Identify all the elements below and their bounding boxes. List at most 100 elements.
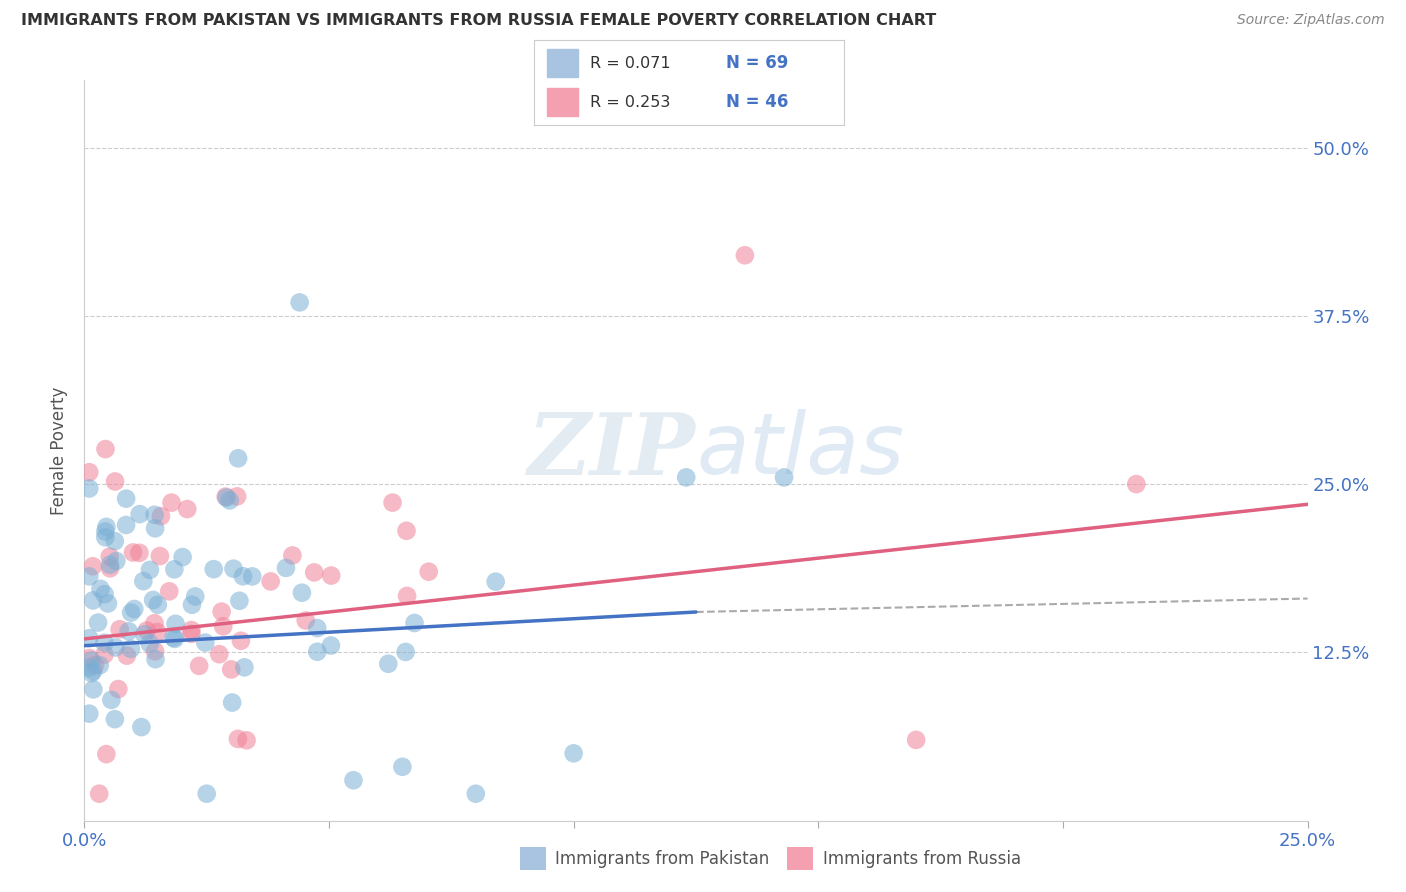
Point xyxy=(232,569,254,583)
Point xyxy=(77,465,100,479)
Point xyxy=(485,574,508,589)
Text: atlas: atlas xyxy=(696,409,904,492)
Point xyxy=(260,574,283,589)
Point xyxy=(94,530,117,544)
Point xyxy=(404,615,426,630)
Point xyxy=(195,787,218,801)
Point xyxy=(395,524,418,538)
Point xyxy=(221,696,243,710)
Bar xyxy=(547,88,578,116)
Bar xyxy=(547,49,578,77)
Point xyxy=(135,624,157,638)
Point xyxy=(160,496,183,510)
Point xyxy=(89,582,111,596)
Point xyxy=(89,787,111,801)
Point xyxy=(98,561,121,575)
Point xyxy=(118,624,141,639)
Point xyxy=(104,712,127,726)
Text: ZIP: ZIP xyxy=(529,409,696,492)
Point xyxy=(96,520,118,534)
Text: R = 0.253: R = 0.253 xyxy=(591,95,671,110)
Point xyxy=(82,682,104,697)
Point xyxy=(181,598,204,612)
Point xyxy=(176,502,198,516)
Point xyxy=(208,647,231,661)
Point xyxy=(226,731,249,746)
Point xyxy=(77,569,100,583)
Point xyxy=(222,562,245,576)
Point xyxy=(80,666,103,681)
Text: N = 69: N = 69 xyxy=(725,54,789,72)
Point xyxy=(235,733,257,747)
Point xyxy=(773,470,796,484)
Point xyxy=(281,549,304,563)
Point xyxy=(211,605,233,619)
Point xyxy=(142,593,165,607)
Point xyxy=(128,507,150,521)
Text: N = 46: N = 46 xyxy=(725,93,789,111)
Point xyxy=(377,657,399,671)
Point xyxy=(464,787,486,801)
Point xyxy=(80,653,103,667)
Point xyxy=(233,660,256,674)
Point xyxy=(149,549,172,563)
Point xyxy=(395,645,418,659)
Point xyxy=(321,568,343,582)
Point xyxy=(108,622,131,636)
Point xyxy=(143,644,166,658)
Point xyxy=(82,664,104,678)
Point xyxy=(149,509,172,524)
Point xyxy=(226,451,249,466)
Point xyxy=(163,562,186,576)
Point xyxy=(215,491,238,505)
Point xyxy=(145,652,167,666)
Point xyxy=(143,521,166,535)
Point xyxy=(139,563,162,577)
Point xyxy=(294,614,316,628)
Point xyxy=(97,597,120,611)
Point xyxy=(115,491,138,506)
Point xyxy=(93,648,115,662)
Point xyxy=(218,493,240,508)
Point xyxy=(291,585,314,599)
Point xyxy=(905,732,928,747)
Point xyxy=(134,627,156,641)
Point xyxy=(228,594,250,608)
Point xyxy=(77,660,100,674)
Point xyxy=(172,550,194,565)
Point xyxy=(146,598,169,612)
Point xyxy=(319,639,342,653)
Point xyxy=(107,681,129,696)
Point xyxy=(562,747,585,761)
Point xyxy=(94,442,117,456)
Point xyxy=(77,631,100,645)
Point xyxy=(98,558,121,572)
Point xyxy=(82,559,104,574)
Point xyxy=(87,615,110,630)
Y-axis label: Female Poverty: Female Poverty xyxy=(51,386,69,515)
Point xyxy=(162,631,184,645)
Point xyxy=(84,658,107,673)
Point xyxy=(96,747,118,761)
Point xyxy=(229,633,252,648)
Point xyxy=(307,645,329,659)
Point xyxy=(180,623,202,637)
Point xyxy=(93,636,115,650)
Point xyxy=(94,524,117,539)
Point xyxy=(100,693,122,707)
Point xyxy=(77,482,100,496)
Point xyxy=(188,658,211,673)
Point xyxy=(215,490,238,504)
Point xyxy=(98,549,121,564)
Point xyxy=(212,619,235,633)
Text: Immigrants from Pakistan: Immigrants from Pakistan xyxy=(555,850,769,868)
Point xyxy=(93,587,115,601)
Point xyxy=(157,584,180,599)
Point xyxy=(396,589,419,603)
Point xyxy=(143,508,166,522)
Point xyxy=(163,632,186,646)
Point xyxy=(77,706,100,721)
Point xyxy=(302,566,325,580)
Point xyxy=(202,562,225,576)
Point xyxy=(146,625,169,640)
